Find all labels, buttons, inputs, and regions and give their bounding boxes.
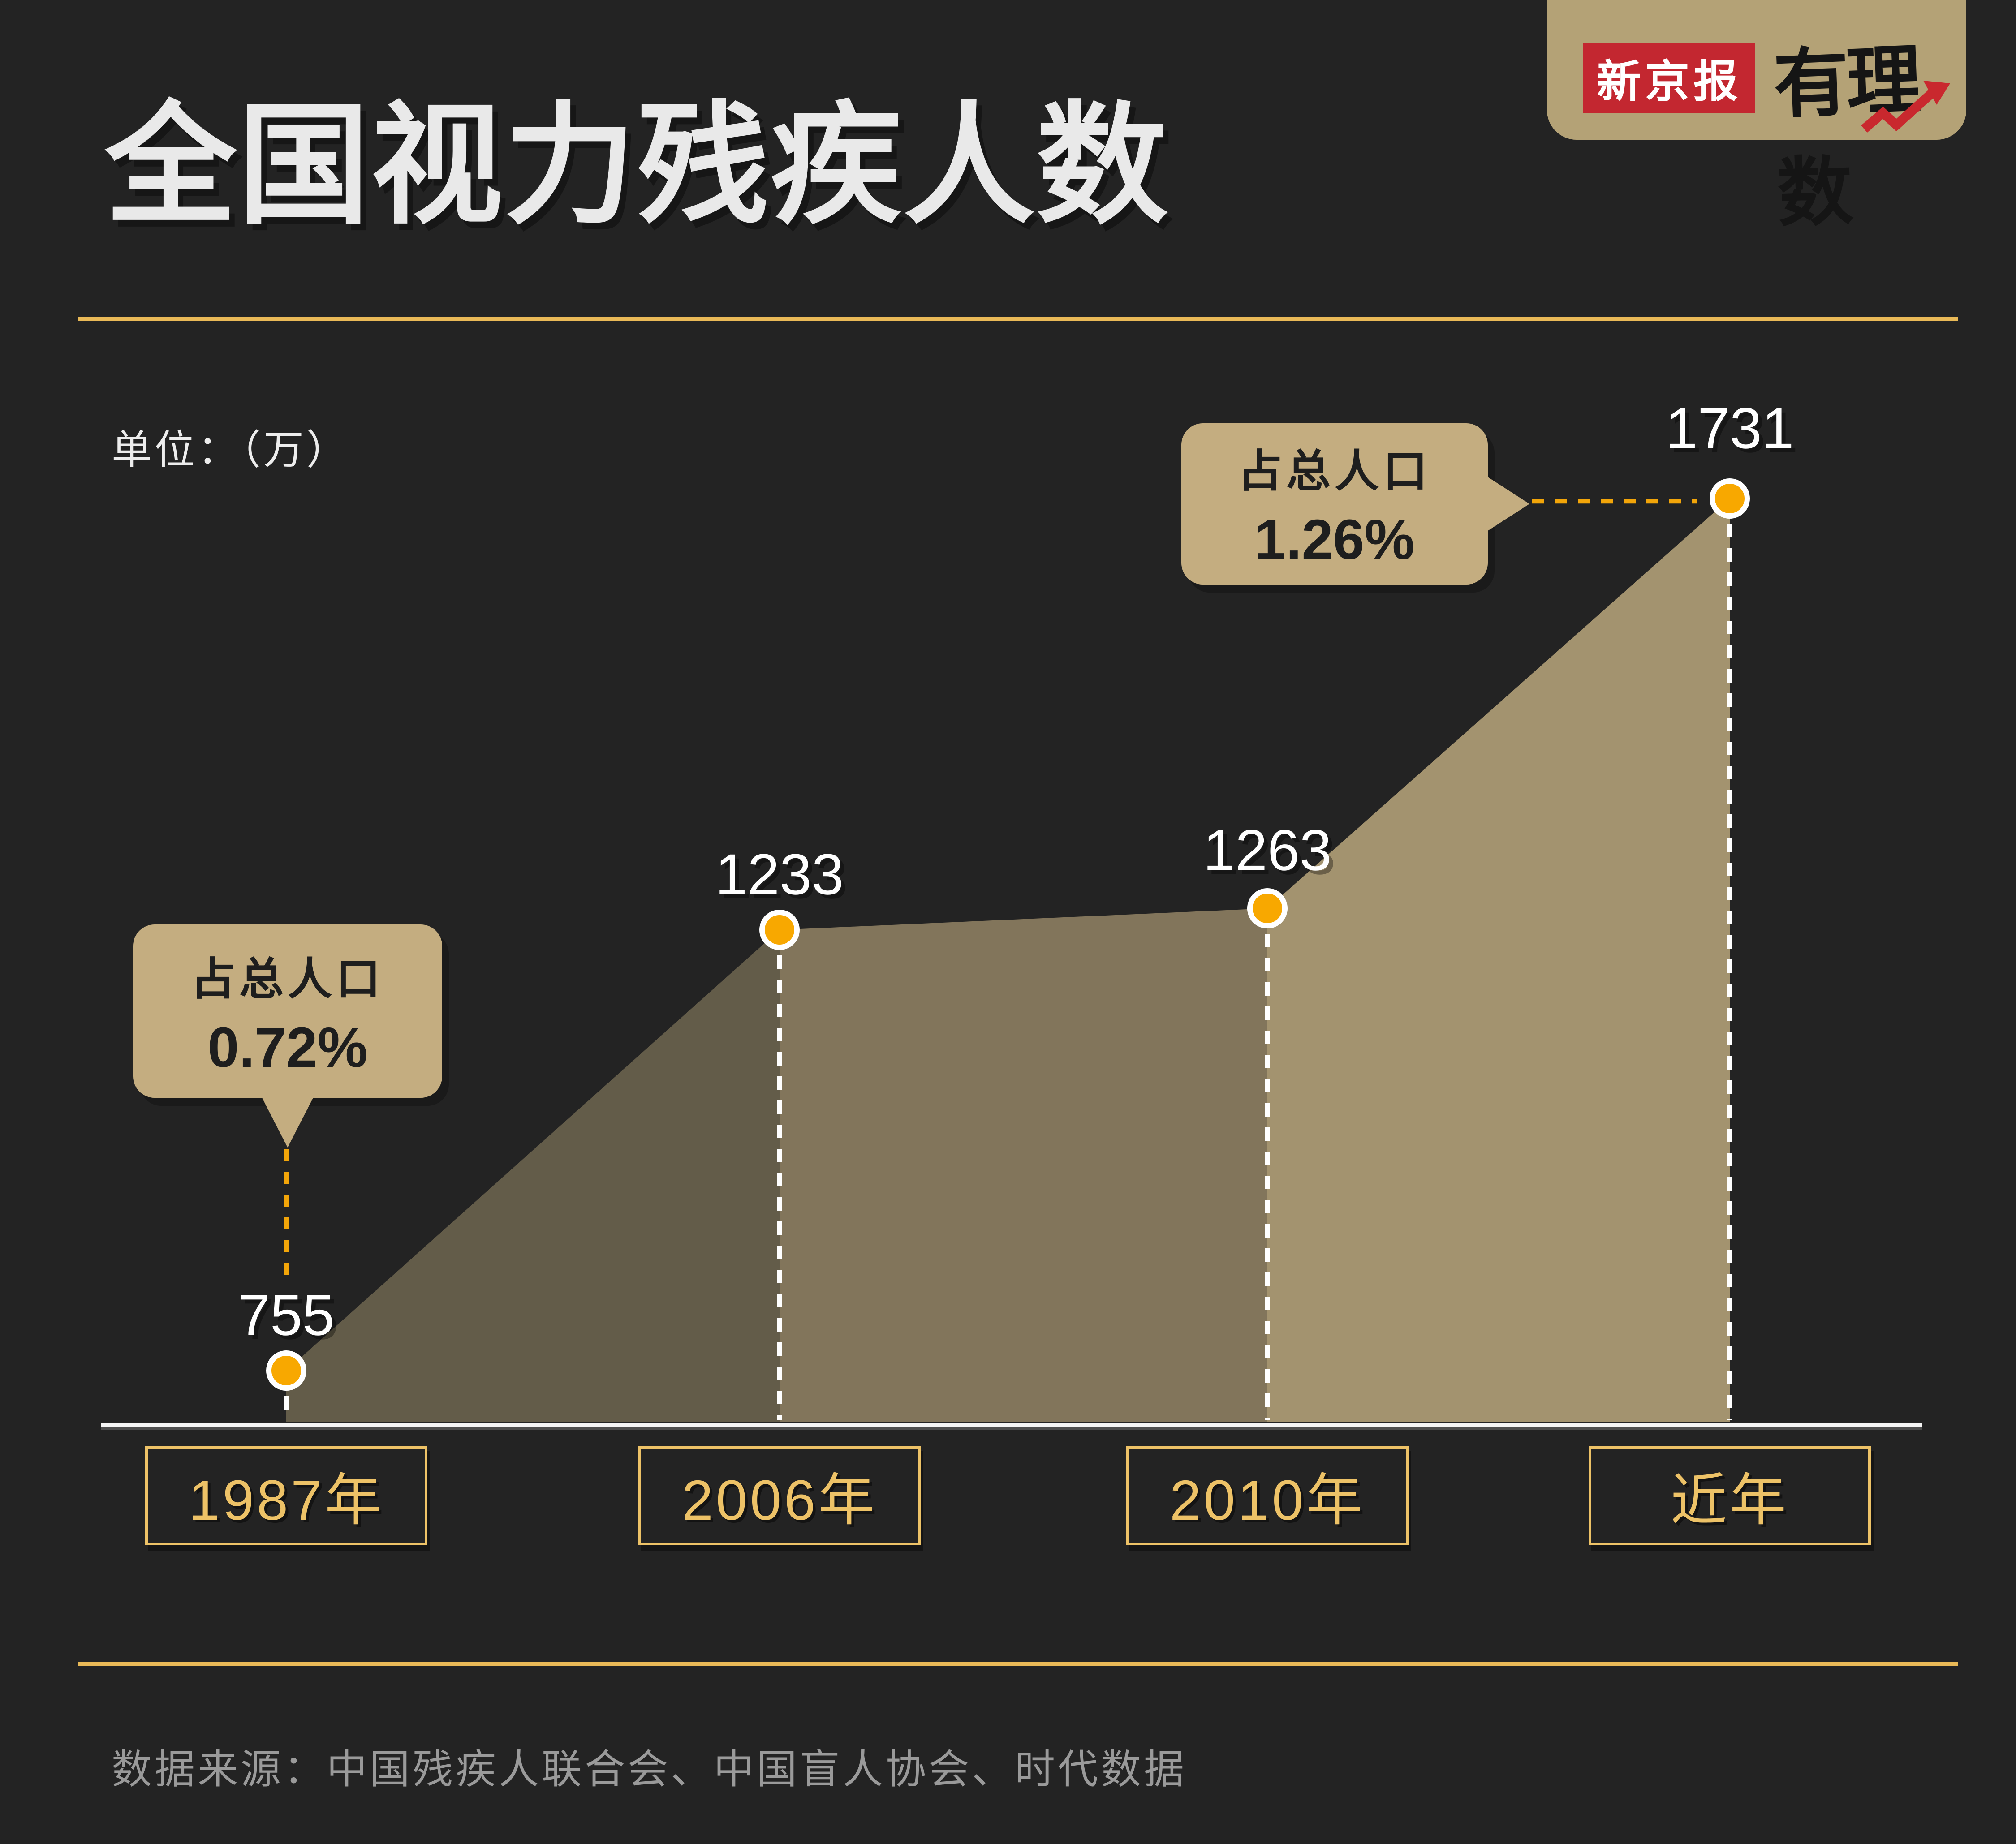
value-label-2010年: 1263 bbox=[1203, 819, 1332, 884]
value-label-1987年: 755 bbox=[238, 1284, 335, 1349]
data-point-2010年 bbox=[1247, 888, 1288, 928]
value-label-2006年: 1233 bbox=[715, 843, 844, 908]
callout-recent-label: 占总人口 bbox=[1238, 446, 1431, 496]
area-segment-1 bbox=[286, 930, 780, 1422]
area-segment-2 bbox=[780, 908, 1267, 1422]
data-point-近年 bbox=[1710, 478, 1750, 519]
brand-name: 新京报 bbox=[1597, 59, 1742, 107]
callout-recent-percent: 1.26% bbox=[1254, 508, 1415, 571]
brand-badge: 新京报 bbox=[1583, 43, 1755, 113]
bottom-divider-line bbox=[78, 1662, 1958, 1666]
x-axis-line bbox=[101, 1423, 1922, 1427]
callout-1987-share: 占总人口 0.72% bbox=[133, 924, 442, 1148]
trend-arrow-icon bbox=[1861, 81, 1950, 133]
publisher-logo: 新京报 有理数 bbox=[1547, 0, 1966, 236]
callout-1987-label: 占总人口 bbox=[191, 953, 384, 1003]
top-divider-line bbox=[78, 317, 1958, 321]
source-note: 数据来源：中国残疾人联合会、中国盲人协会、时代数据 bbox=[112, 1748, 1187, 1792]
unit-label: 单位：（万） bbox=[112, 429, 349, 473]
data-point-1987年 bbox=[266, 1350, 306, 1391]
x-label-2010年: 2010年 bbox=[1126, 1446, 1409, 1545]
x-label-近年: 近年 bbox=[1589, 1446, 1871, 1545]
x-label-2006年: 2006年 bbox=[638, 1446, 921, 1545]
data-point-2006年 bbox=[759, 910, 800, 950]
area-segment-3 bbox=[1267, 499, 1730, 1422]
x-label-1987年: 1987年 bbox=[145, 1446, 427, 1545]
page-title: 全国视力残疾人数 bbox=[105, 91, 1170, 239]
value-label-近年: 1731 bbox=[1665, 397, 1794, 462]
callout-recent-share: 占总人口 1.26% bbox=[1181, 423, 1529, 585]
callout-1987-percent: 0.72% bbox=[207, 1015, 368, 1079]
